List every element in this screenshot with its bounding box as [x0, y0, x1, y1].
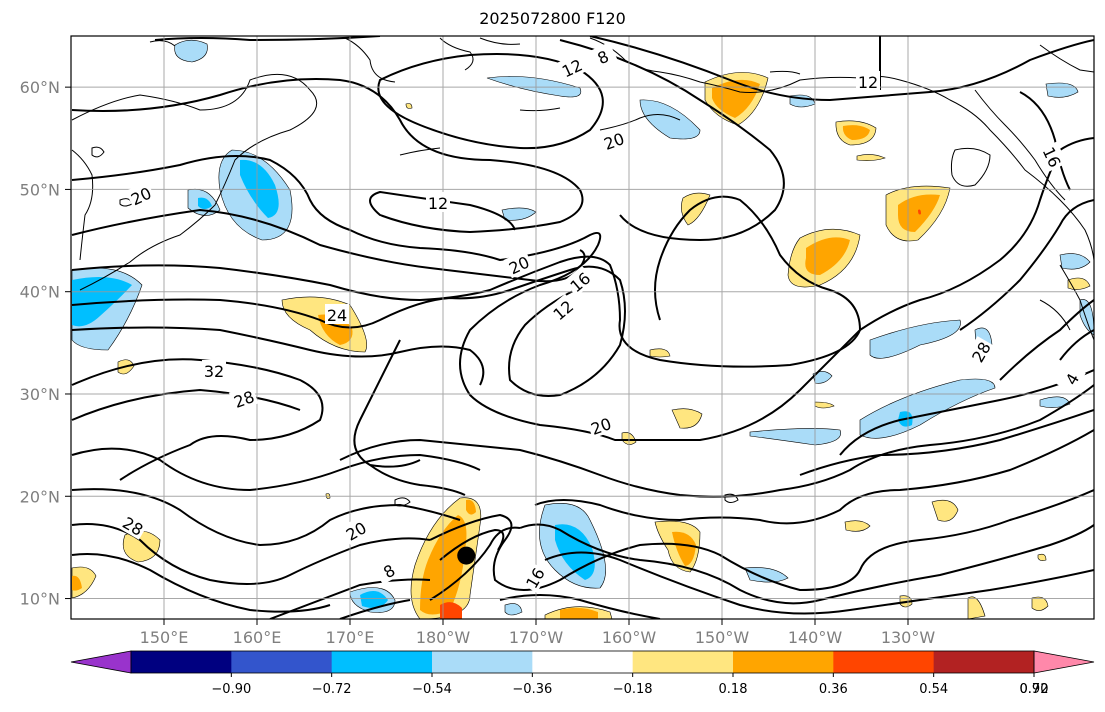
colorbar-segment: [231, 651, 333, 673]
colorbar-segment: [632, 651, 734, 673]
colorbar-segment: [532, 651, 634, 673]
contour-label-text: 32: [204, 362, 224, 381]
colorbar-tick-label: 0.72: [1020, 682, 1049, 697]
colorbar-segment: [833, 651, 935, 673]
lat-label: 20°N: [20, 487, 60, 506]
colorbar-segment: [432, 651, 533, 673]
lat-label: 60°N: [20, 78, 60, 97]
lat-label: 30°N: [20, 385, 60, 404]
colorbar: [70, 650, 1095, 674]
colorbar-tick-label: 0.90: [1020, 682, 1049, 697]
longitude-labels: 150°E 160°E 170°E 180°W 170°W 160°W 150°W 140°W…: [140, 628, 936, 647]
colorbar-tick-label: −0.18: [613, 682, 653, 697]
colorbar-segment: [933, 651, 1035, 673]
colorbar-tick-label: −0.72: [312, 682, 352, 697]
contour-label: 20: [598, 126, 629, 154]
colorbar-tick-label: 0.54: [919, 682, 948, 697]
lon-label: 180°W: [416, 628, 471, 647]
lat-label: 50°N: [20, 180, 60, 199]
contour-label: 28: [228, 384, 259, 412]
colorbar-extend-low: [70, 650, 132, 674]
lon-label: 160°W: [602, 628, 657, 647]
lon-label: 170°W: [509, 628, 564, 647]
positive-anomaly-orange: [72, 79, 940, 619]
contour-label-text: 12: [428, 194, 448, 213]
map-frame: [70, 35, 1095, 620]
lon-label: 150°W: [695, 628, 750, 647]
contour-label: 12: [556, 52, 587, 81]
colorbar-tick-label: −0.36: [512, 682, 552, 697]
contour-label-text: 24: [327, 306, 347, 325]
colorbar-tick-label: −0.90: [211, 682, 251, 697]
contour-label: 8: [587, 41, 618, 71]
lon-label: 140°W: [788, 628, 843, 647]
contour-label: 12: [426, 192, 450, 213]
axis-ticks: [65, 86, 909, 625]
colorbar-tick-label: −0.54: [412, 682, 452, 697]
contour-label: 4: [1056, 363, 1086, 394]
contour-label: 8: [373, 555, 404, 585]
lat-label: 10°N: [20, 590, 60, 609]
colorbar-tick-label: 0.36: [819, 682, 848, 697]
latitude-labels: 60°N 50°N 40°N 30°N 20°N 10°N: [20, 78, 60, 608]
contour-label: 20: [125, 180, 156, 209]
lat-lon-gridlines: [71, 36, 1094, 619]
lon-label: 170°E: [326, 628, 375, 647]
colorbar-extend-high: [1033, 650, 1095, 674]
colorbar-segment: [331, 651, 433, 673]
colorbar-tick-label: 0.18: [719, 682, 748, 697]
colorbar-segment: [733, 651, 834, 673]
map-title: 2025072800 F120: [479, 9, 626, 28]
colorbar-tick-labels: −0.90 −0.72 −0.54 −0.36 −0.18 0.18 0.36 0.54 0.7…: [211, 673, 1048, 697]
lon-label: 150°E: [140, 628, 189, 647]
contour-lines: [71, 36, 1094, 619]
colorbar-segment: [131, 651, 232, 673]
contour-label-text: 12: [858, 73, 878, 92]
colorbar-outline: [130, 650, 1035, 674]
positive-anomaly-red: [440, 209, 921, 619]
lat-label: 40°N: [20, 283, 60, 302]
lon-label: 160°E: [233, 628, 282, 647]
contour-label: 24: [325, 304, 349, 325]
contour-label: 32: [202, 360, 226, 381]
storm-center-marker: [457, 546, 476, 565]
lon-label: 130°W: [881, 628, 936, 647]
contour-label: 12: [856, 71, 880, 92]
